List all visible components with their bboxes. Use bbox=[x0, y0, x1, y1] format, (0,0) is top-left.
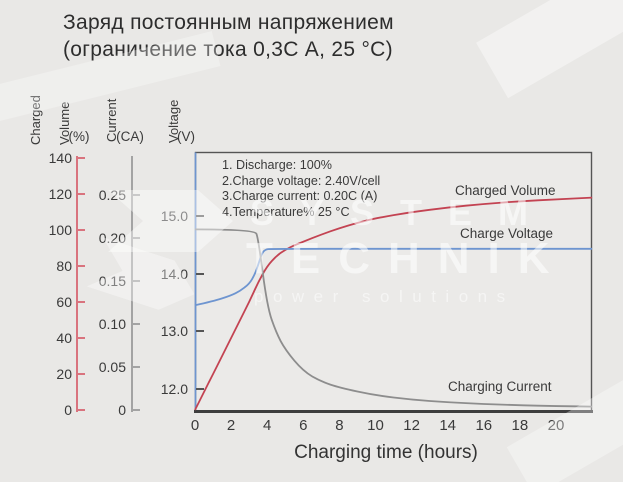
volume-tick-mark bbox=[78, 265, 85, 267]
volume-tick-label: 120 bbox=[48, 186, 72, 202]
current-tick-label: 0 bbox=[118, 402, 126, 418]
voltage-tick-mark bbox=[196, 214, 204, 217]
plot-frame bbox=[194, 151, 593, 413]
curve-label-charge-voltage: Charge Voltage bbox=[460, 226, 554, 241]
volume-tick-mark bbox=[78, 193, 85, 195]
current-tick-label: 0.15 bbox=[98, 273, 126, 289]
x-tick-label: 20 bbox=[547, 417, 565, 434]
voltage-tick-mark bbox=[196, 272, 204, 275]
x-tick-label: 0 bbox=[190, 417, 200, 434]
x-tick-label: 8 bbox=[335, 417, 344, 434]
curve-label-charging-current: Charging Current bbox=[448, 379, 552, 394]
current-tick-mark bbox=[133, 409, 140, 411]
curve-label-charged-volume: Charged Volume bbox=[455, 183, 556, 198]
current-tick-mark bbox=[133, 366, 140, 368]
volume-tick-mark bbox=[78, 337, 85, 339]
voltage-tick-mark bbox=[196, 330, 204, 333]
x-tick-label: 10 bbox=[367, 417, 384, 434]
x-tick-label: 6 bbox=[299, 417, 308, 434]
annotation-line: 4.Temperature% 25 °C bbox=[222, 204, 350, 219]
volume-tick-mark bbox=[78, 229, 85, 231]
voltage-tick-label: 15.0 bbox=[160, 207, 188, 224]
charge-conditions-note: 1. Discharge: 100% 2.Charge voltage: 2.4… bbox=[222, 158, 380, 220]
x-tick-label: 14 bbox=[439, 417, 457, 434]
volume-tick-mark bbox=[78, 301, 85, 303]
x-tick-label: 12 bbox=[403, 417, 420, 434]
current-tick-mark bbox=[133, 323, 140, 325]
curve-charge-voltage bbox=[194, 247, 593, 307]
volume-axis-line bbox=[76, 156, 78, 412]
current-tick-label: 0.10 bbox=[98, 316, 126, 332]
current-tick-label: 0.25 bbox=[98, 187, 126, 203]
x-axis-title: Charging time (hours) bbox=[294, 442, 478, 463]
volume-tick-label: 60 bbox=[56, 294, 72, 310]
voltage-tick-mark bbox=[196, 388, 204, 390]
annotation-line: 2.Charge voltage: 2.40V/cell bbox=[222, 173, 381, 188]
chart-title-line1: Заряд постоянным напряжением bbox=[63, 11, 394, 34]
volume-tick-label: 0 bbox=[64, 402, 72, 418]
volume-tick-label: 140 bbox=[48, 150, 72, 166]
x-tick-label: 16 bbox=[475, 417, 493, 434]
current-tick-mark bbox=[133, 237, 140, 239]
volume-tick-mark bbox=[78, 157, 85, 159]
current-axis-line bbox=[131, 156, 133, 412]
volume-tick-label: 40 bbox=[56, 330, 72, 346]
volume-axis-label-line1: Charged bbox=[28, 95, 43, 145]
chart-title-line2: (ограничение тока 0,3С А, 25 °C) bbox=[63, 38, 393, 61]
current-axis-unit: (CA) bbox=[116, 129, 144, 144]
annotation-line: 3.Charge current: 0.20C (A) bbox=[222, 189, 378, 204]
volume-tick-mark bbox=[78, 373, 85, 375]
current-tick-label: 0.05 bbox=[98, 359, 126, 375]
current-tick-mark bbox=[133, 280, 140, 282]
volume-tick-label: 20 bbox=[56, 366, 72, 382]
volume-axis-unit: (%) bbox=[68, 129, 90, 144]
curve-charged-volume bbox=[194, 196, 593, 411]
x-tick-label: 18 bbox=[511, 417, 529, 434]
voltage-axis-unit: (V) bbox=[177, 129, 195, 144]
current-tick-label: 0.20 bbox=[98, 230, 126, 246]
current-tick-mark bbox=[133, 194, 140, 196]
voltage-tick-label: 12.0 bbox=[160, 381, 188, 397]
x-tick-label: 4 bbox=[263, 417, 272, 434]
curve-charging-current bbox=[194, 228, 593, 408]
volume-tick-mark bbox=[78, 409, 85, 411]
volume-tick-label: 100 bbox=[48, 222, 72, 238]
voltage-tick-label: 13.0 bbox=[160, 323, 188, 340]
annotation-line: 1. Discharge: 100% bbox=[222, 158, 332, 172]
voltage-tick-label: 14.0 bbox=[160, 265, 188, 282]
x-tick-label: 2 bbox=[226, 417, 236, 434]
volume-tick-label: 80 bbox=[56, 258, 72, 274]
